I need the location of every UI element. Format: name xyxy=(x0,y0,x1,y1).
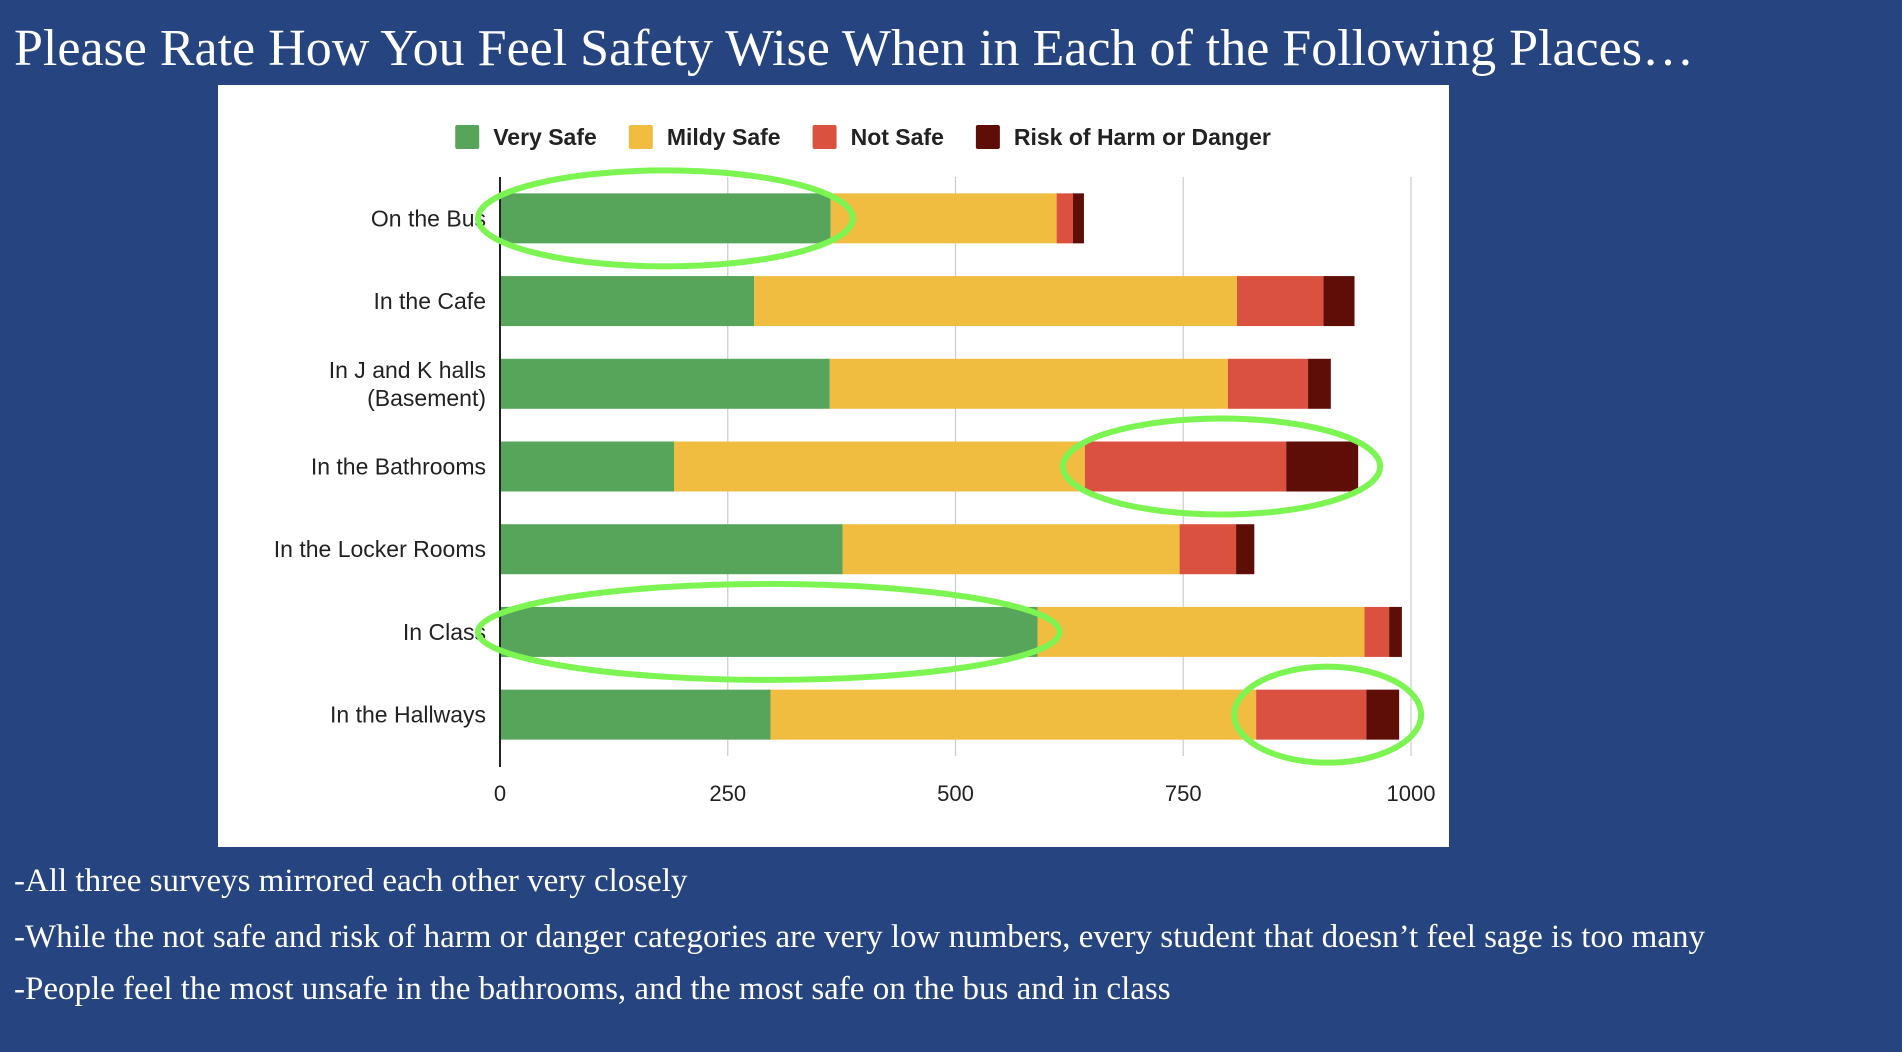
bar-in-the-hallways-not-safe xyxy=(1256,689,1367,740)
y-tick-label-in-j-and-k-halls-basement: In J and K halls (Basement) xyxy=(329,357,486,411)
bar-in-class-mildy-safe xyxy=(1037,606,1365,657)
bar-in-the-cafe-mildy-safe xyxy=(754,276,1237,327)
stacked-bar-chart: 0 250 500 750 1000 On the Bus In the Cafe In J … xyxy=(274,124,1436,806)
y-tick-label-in-the-cafe: In the Cafe xyxy=(373,288,486,314)
bar-on-the-bus-not-safe xyxy=(1056,193,1074,244)
bar-in-class-not-safe xyxy=(1364,606,1390,657)
bar-in-the-bathrooms-not-safe xyxy=(1084,441,1287,492)
legend-swatch-mildy-safe xyxy=(628,125,653,149)
bar-in-the-bathrooms-risk-of-harm-or-danger xyxy=(1286,441,1359,492)
legend-label-not-safe: Not Safe xyxy=(851,124,944,150)
legend-swatch-very-safe xyxy=(455,125,480,149)
y-tick-label-on-the-bus: On the Bus xyxy=(371,205,486,231)
bar-in-j-and-k-halls-basement-very-safe xyxy=(500,358,830,409)
x-tick-label-0: 0 xyxy=(494,781,506,806)
bar-on-the-bus-mildy-safe xyxy=(830,193,1057,244)
y-tick-label-in-the-bathrooms: In the Bathrooms xyxy=(311,454,486,480)
highlight-ellipse-in-class xyxy=(475,580,1063,683)
bar-in-the-locker-rooms-mildy-safe xyxy=(842,524,1180,575)
bar-in-the-hallways-risk-of-harm-or-danger xyxy=(1366,689,1400,740)
bar-in-the-cafe-very-safe xyxy=(500,276,755,327)
bar-in-the-bathrooms-very-safe xyxy=(500,441,675,492)
legend-swatch-not-safe xyxy=(812,125,837,149)
bar-in-the-locker-rooms-not-safe xyxy=(1179,524,1237,575)
highlight-ellipse-on-the-bus xyxy=(475,167,856,270)
y-tick-label-in-the-locker-rooms: In the Locker Rooms xyxy=(274,536,486,562)
notes: -All three surveys mirrored each other v… xyxy=(14,862,1894,1026)
legend-label-mildy-safe: Mildy Safe xyxy=(667,124,781,150)
bar-in-the-bathrooms-mildy-safe xyxy=(674,441,1085,492)
bar-on-the-bus-risk-of-harm-or-danger xyxy=(1073,193,1084,244)
note-2: -While the not safe and risk of harm or … xyxy=(14,919,1705,955)
bar-in-the-locker-rooms-very-safe xyxy=(500,524,843,575)
x-tick-label-500: 500 xyxy=(937,781,974,806)
bar-in-j-and-k-halls-basement-risk-of-harm-or-danger xyxy=(1308,358,1331,409)
bar-in-class-very-safe xyxy=(500,606,1038,657)
x-tick-label-750: 750 xyxy=(1165,781,1202,806)
y-tick-label-in-class: In Class xyxy=(403,619,486,645)
legend-label-very-safe: Very Safe xyxy=(493,124,597,150)
bar-in-the-cafe-not-safe xyxy=(1236,276,1324,327)
bar-in-the-cafe-risk-of-harm-or-danger xyxy=(1323,276,1355,327)
highlight-ellipse-in-the-hallways xyxy=(1231,663,1425,766)
note-1: -All three surveys mirrored each other v… xyxy=(14,863,688,899)
bar-in-the-locker-rooms-risk-of-harm-or-danger xyxy=(1236,524,1255,575)
highlight-ellipse-in-the-bathrooms xyxy=(1059,415,1384,518)
y-tick-label-in-the-hallways: In the Hallways xyxy=(330,702,486,728)
bar-in-class-risk-of-harm-or-danger xyxy=(1389,606,1402,657)
bar-in-the-hallways-mildy-safe xyxy=(770,689,1257,740)
chart-card: 0 250 500 750 1000 On the Bus In the Cafe In J … xyxy=(218,85,1449,847)
bar-in-j-and-k-halls-basement-mildy-safe xyxy=(829,358,1228,409)
bar-in-the-hallways-very-safe xyxy=(500,689,771,740)
slide-title: Please Rate How You Feel Safety Wise Whe… xyxy=(14,20,1694,77)
note-3: -People feel the most unsafe in the bath… xyxy=(14,971,1171,1007)
bar-in-j-and-k-halls-basement-not-safe xyxy=(1227,358,1309,409)
x-tick-label-1000: 1000 xyxy=(1387,781,1436,806)
bar-on-the-bus-very-safe xyxy=(500,193,831,244)
legend-swatch-risk-of-harm-or-danger xyxy=(975,125,1000,149)
legend-label-risk-of-harm-or-danger: Risk of Harm or Danger xyxy=(1014,124,1271,150)
x-tick-label-250: 250 xyxy=(709,781,746,806)
